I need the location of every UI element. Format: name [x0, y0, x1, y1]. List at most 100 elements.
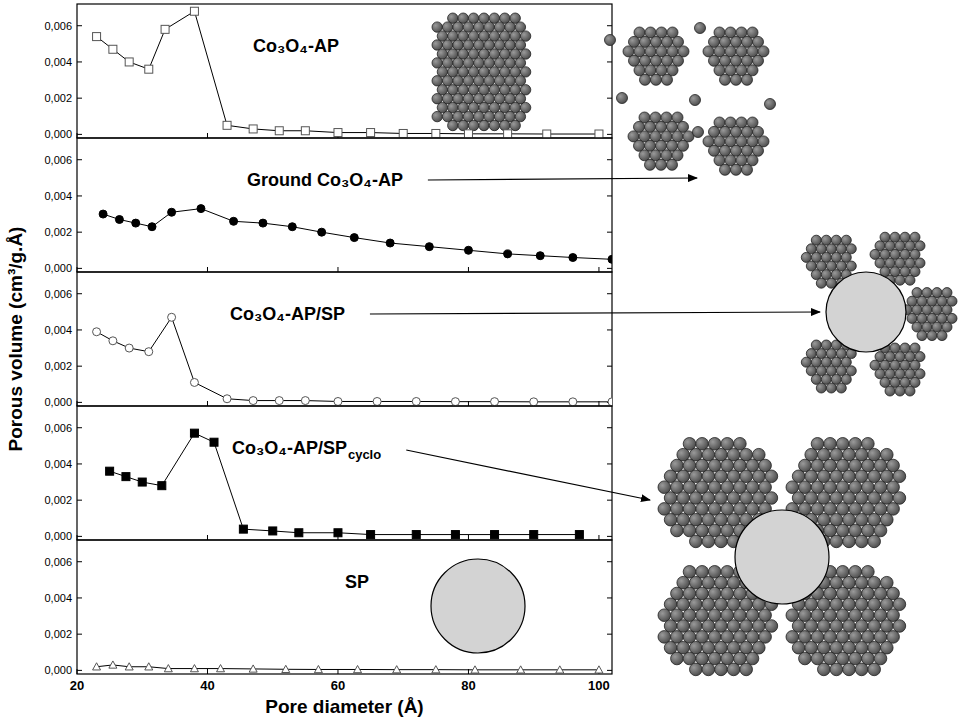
data-point: [249, 665, 257, 672]
particle: [881, 492, 894, 505]
series: [93, 313, 612, 406]
particle: [792, 492, 805, 505]
particle: [811, 652, 824, 665]
y-tick: [77, 536, 82, 537]
x-tick: [468, 535, 469, 540]
particle: [695, 23, 706, 34]
data-point: [608, 398, 612, 406]
particle: [702, 598, 715, 611]
particle: [816, 383, 826, 393]
particle: [843, 620, 856, 633]
data-point: [223, 121, 231, 129]
panel: 0,0000,0020,0040,006Ground Co₃O₄-AP: [44, 138, 616, 274]
y-tick: [77, 61, 82, 62]
particle: [683, 524, 696, 537]
particle: [855, 535, 868, 548]
particle: [664, 598, 677, 611]
particle: [836, 438, 849, 451]
data-point: [217, 665, 225, 672]
particle: [836, 383, 846, 393]
schematic-ground: [605, 23, 776, 176]
particle: [830, 620, 843, 633]
particle: [645, 159, 656, 170]
particle: [843, 535, 856, 548]
particle: [740, 492, 753, 505]
y-tick-label: 0,006: [44, 556, 72, 568]
plot-frame: [77, 406, 612, 540]
particle: [720, 164, 731, 175]
series: [106, 429, 584, 538]
panel-title-group: SP: [345, 572, 369, 592]
data-point: [318, 228, 326, 236]
particle: [937, 331, 947, 341]
particle: [855, 663, 868, 676]
data-point: [556, 666, 564, 673]
y-tick: [77, 268, 82, 269]
particle: [843, 663, 856, 676]
particle: [843, 492, 856, 505]
particle: [715, 535, 728, 548]
data-point: [350, 234, 358, 242]
particle: [708, 438, 721, 451]
y-tick: [607, 195, 612, 196]
particle: [708, 652, 721, 665]
y-tick: [77, 159, 82, 160]
data-point: [517, 666, 525, 673]
y-tick-label: 0,000: [44, 396, 72, 408]
y-tick: [77, 232, 82, 233]
data-point: [93, 33, 101, 41]
particle: [671, 652, 684, 665]
y-tick: [607, 25, 612, 26]
particle: [874, 652, 887, 665]
x-tick-label: 80: [461, 678, 475, 693]
data-point: [115, 215, 123, 223]
data-point: [230, 217, 238, 225]
particle: [696, 438, 709, 451]
x-tick-label: 20: [70, 678, 84, 693]
panel-title-group: Ground Co₃O₄-AP: [247, 170, 403, 190]
y-tick: [607, 293, 612, 294]
particle: [893, 620, 906, 633]
particle: [753, 492, 766, 505]
particle: [824, 524, 837, 537]
y-tick: [77, 670, 82, 671]
x-tick: [77, 535, 78, 540]
data-point: [145, 348, 153, 356]
particle: [690, 620, 703, 633]
y-tick-label: 0,002: [44, 226, 72, 238]
particle: [734, 438, 747, 451]
particle: [824, 438, 837, 451]
data-point: [595, 130, 603, 138]
series-line: [103, 209, 612, 260]
particle: [816, 278, 826, 288]
data-point: [125, 663, 133, 670]
data-point: [125, 58, 133, 66]
data-point: [354, 665, 362, 672]
particle: [662, 74, 673, 85]
data-point: [259, 219, 267, 227]
data-point: [536, 252, 544, 260]
data-point: [314, 665, 322, 672]
particle: [818, 598, 831, 611]
y-tick: [607, 427, 612, 428]
x-tick: [468, 267, 469, 272]
data-point: [239, 525, 247, 533]
particle: [836, 652, 849, 665]
particle-cluster: [623, 27, 689, 85]
particle: [830, 663, 843, 676]
particle: [855, 598, 868, 611]
particle: [868, 470, 881, 483]
particle: [727, 598, 740, 611]
plot-frame: [77, 138, 612, 272]
data-point: [138, 478, 146, 486]
series: [93, 7, 603, 138]
particle: [708, 524, 721, 537]
particle: [862, 524, 875, 537]
particle: [874, 524, 887, 537]
data-point: [530, 398, 538, 406]
y-tick: [77, 500, 82, 501]
particle: [458, 120, 468, 130]
particle: [855, 470, 868, 483]
x-tick: [207, 535, 208, 540]
data-point: [99, 210, 107, 218]
